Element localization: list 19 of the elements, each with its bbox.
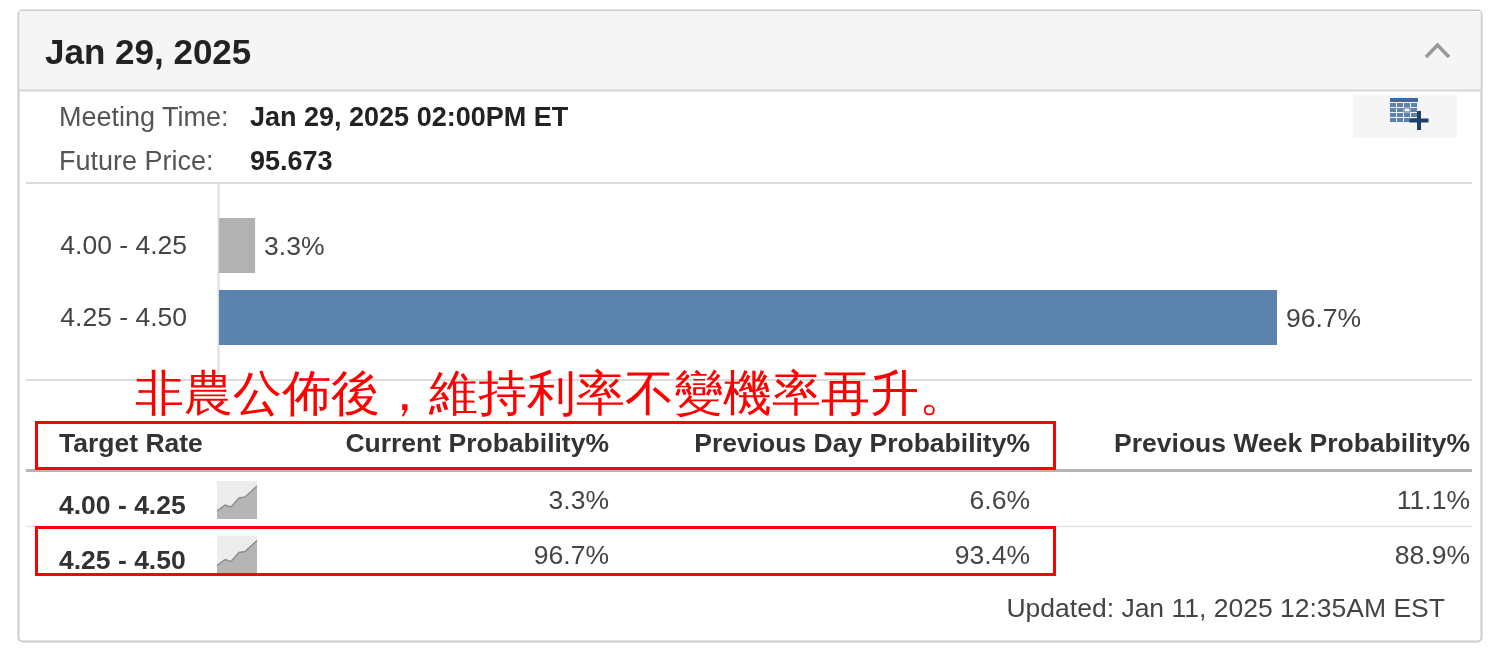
text: 6.6% xyxy=(969,485,1030,515)
text: 93.4% xyxy=(954,539,1030,570)
text: 3.3% xyxy=(548,485,609,515)
data-label: 96.7% xyxy=(1286,302,1362,333)
text: Current Probability% xyxy=(345,428,609,458)
data-label: 3.3% xyxy=(264,230,325,261)
text: 88.9% xyxy=(1394,539,1470,570)
text: Jan 29, 2025 xyxy=(45,32,252,71)
text: Target Rate xyxy=(59,428,203,458)
text: Previous Day Probability% xyxy=(694,428,1030,458)
text: Jan 29, 2025 02:00PM ET xyxy=(250,102,569,132)
text: Future Price: xyxy=(59,146,214,176)
text: 95.673 xyxy=(250,146,333,176)
text: 96.7% xyxy=(533,539,609,570)
annotation: 非農公佈後，維持利率不變機率再升。 xyxy=(135,366,968,421)
text: Meeting Time: xyxy=(59,102,229,132)
text: Updated: Jan 11, 2025 12:35AM EST xyxy=(1006,593,1445,623)
text: 11.1% xyxy=(1396,485,1470,515)
text: Previous Week Probability% xyxy=(1114,428,1470,458)
